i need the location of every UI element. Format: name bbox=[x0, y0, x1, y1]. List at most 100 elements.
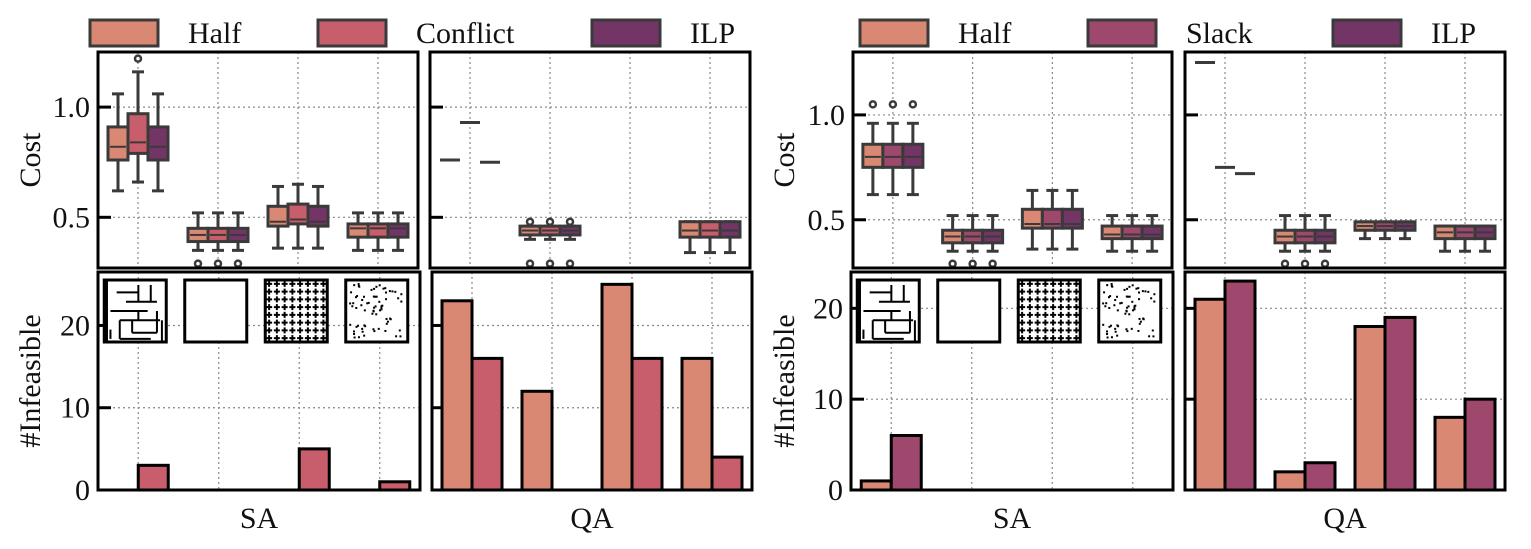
bar-conflict bbox=[710, 455, 744, 492]
obstacle bbox=[373, 287, 376, 290]
obstacle bbox=[1106, 333, 1109, 336]
box-iqr bbox=[901, 142, 925, 169]
obstacle bbox=[398, 329, 401, 332]
obstacle bbox=[266, 327, 273, 334]
obstacle bbox=[377, 327, 380, 330]
obstacle bbox=[361, 298, 364, 301]
obstacle bbox=[381, 304, 384, 307]
obstacle bbox=[273, 304, 280, 311]
obstacle bbox=[399, 335, 402, 338]
x-axis-label: SA bbox=[240, 502, 279, 535]
x-axis-label: QA bbox=[1323, 502, 1367, 535]
obstacle bbox=[1026, 335, 1033, 342]
obstacle bbox=[375, 313, 378, 316]
obstacle bbox=[1130, 327, 1133, 330]
obstacle bbox=[281, 304, 288, 311]
box-iqr bbox=[1040, 207, 1064, 230]
obstacle bbox=[1050, 335, 1057, 342]
obstacle bbox=[1034, 319, 1041, 326]
obstacle bbox=[357, 283, 360, 286]
obstacle bbox=[385, 298, 388, 301]
obstacle bbox=[1102, 323, 1105, 326]
bar-slack bbox=[1303, 461, 1337, 492]
obstacle bbox=[289, 311, 296, 318]
obstacle bbox=[384, 329, 387, 332]
obstacle bbox=[1026, 327, 1033, 334]
panel-frame bbox=[1183, 270, 1507, 492]
obstacle bbox=[281, 311, 288, 318]
obstacle bbox=[273, 335, 280, 342]
box-iqr bbox=[1020, 207, 1044, 230]
obstacle bbox=[1026, 304, 1033, 311]
legend-label-half: Half bbox=[958, 17, 1011, 50]
obstacle bbox=[1110, 285, 1113, 288]
obstacle bbox=[385, 322, 388, 325]
bar-half bbox=[520, 389, 554, 492]
obstacle bbox=[1073, 335, 1080, 342]
box-slack bbox=[1373, 220, 1397, 241]
legend-swatch-half bbox=[858, 18, 930, 48]
panel-infeasible-qa: QA bbox=[430, 270, 754, 535]
obstacle bbox=[372, 295, 375, 298]
obstacle bbox=[1026, 288, 1033, 295]
legend-swatch-ilp bbox=[1331, 18, 1403, 48]
obstacle bbox=[361, 327, 364, 330]
legend: Half Slack ILP bbox=[858, 17, 1476, 50]
x-axis-label: QA bbox=[570, 502, 614, 535]
obstacle bbox=[281, 296, 288, 303]
obstacle bbox=[385, 317, 388, 320]
bar-half bbox=[680, 356, 714, 492]
obstacle bbox=[1042, 311, 1049, 318]
obstacle bbox=[266, 335, 273, 342]
obstacle bbox=[1050, 280, 1057, 287]
map-icon-maze bbox=[102, 278, 168, 344]
obstacle bbox=[400, 293, 403, 296]
map-icon-dense-obstacles bbox=[1016, 278, 1082, 344]
obstacle bbox=[1034, 311, 1041, 318]
obstacle bbox=[379, 309, 382, 312]
obstacle bbox=[400, 300, 403, 303]
bar-conflict bbox=[470, 356, 504, 492]
obstacle bbox=[1034, 280, 1041, 287]
y-axis-label: Cost bbox=[14, 132, 47, 188]
obstacle bbox=[349, 323, 352, 326]
box-ilp bbox=[718, 220, 742, 255]
obstacle bbox=[1057, 296, 1064, 303]
obstacle bbox=[304, 319, 311, 326]
obstacle bbox=[1042, 335, 1049, 342]
outlier-point bbox=[565, 217, 575, 226]
obstacle bbox=[384, 287, 387, 290]
y-tick-label: 1.0 bbox=[808, 99, 846, 132]
obstacle bbox=[1138, 322, 1141, 325]
obstacle bbox=[1116, 334, 1119, 337]
obstacle bbox=[363, 295, 366, 298]
obstacle bbox=[1019, 319, 1026, 326]
obstacle bbox=[281, 288, 288, 295]
y-tick-label: 10 bbox=[813, 383, 843, 416]
obstacle bbox=[1151, 329, 1154, 332]
box-iqr bbox=[1060, 207, 1084, 230]
obstacle bbox=[1128, 313, 1131, 316]
obstacle bbox=[382, 287, 385, 290]
obstacle bbox=[273, 288, 280, 295]
obstacle bbox=[1126, 330, 1129, 333]
obstacle bbox=[312, 327, 319, 334]
map-icon-frame bbox=[183, 278, 249, 344]
obstacle bbox=[355, 325, 358, 328]
obstacle bbox=[380, 308, 383, 311]
obstacle bbox=[374, 305, 377, 308]
outlier-point bbox=[948, 259, 957, 269]
box-half bbox=[1353, 220, 1377, 241]
obstacle bbox=[356, 295, 359, 298]
box-iqr bbox=[106, 125, 130, 162]
panel-frame bbox=[430, 270, 754, 492]
bar-half bbox=[600, 282, 634, 492]
obstacle bbox=[320, 304, 327, 311]
obstacle bbox=[1026, 319, 1033, 326]
obstacle bbox=[1147, 290, 1150, 293]
obstacle bbox=[1133, 308, 1136, 311]
box-conflict bbox=[366, 211, 390, 252]
obstacle bbox=[297, 319, 304, 326]
obstacle bbox=[1105, 302, 1108, 305]
